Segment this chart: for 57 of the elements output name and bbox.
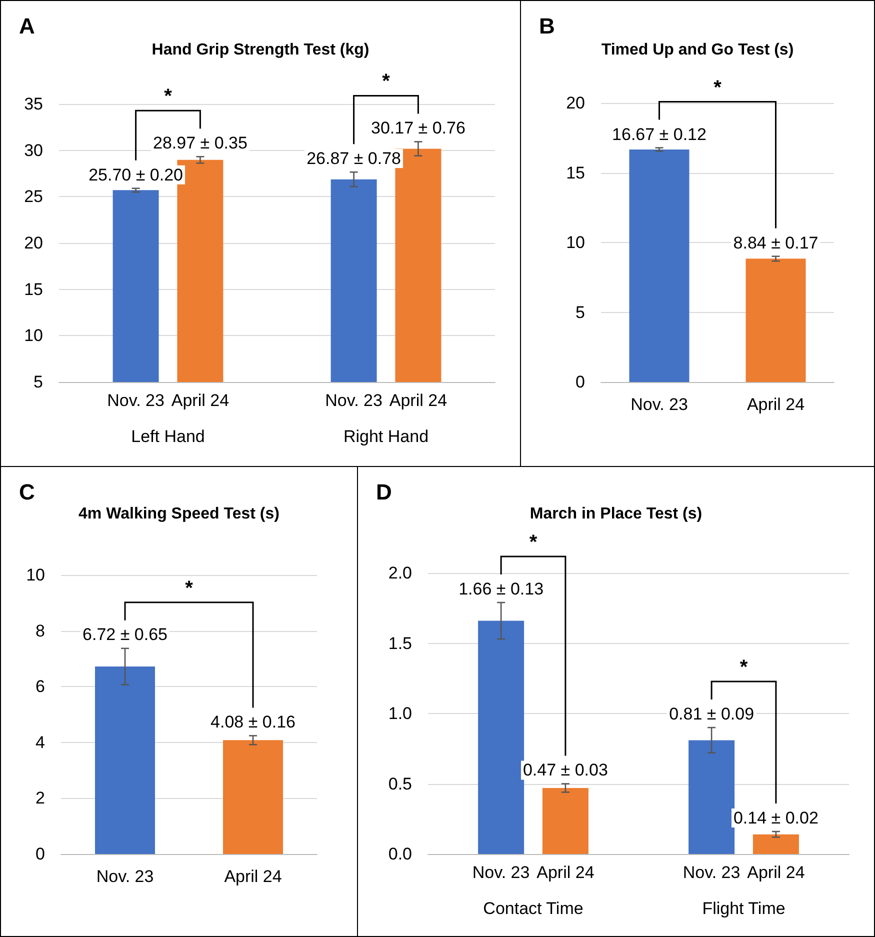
y-tick-label: 30 <box>24 140 43 160</box>
bar <box>688 740 735 854</box>
text: C <box>19 480 35 504</box>
data-label: 4.08 ± 0.16 <box>210 712 296 732</box>
y-tick-label: 2.0 <box>388 564 412 582</box>
bar <box>542 788 588 854</box>
bar <box>478 620 524 854</box>
text: * <box>382 70 390 93</box>
y-tick-label: 2 <box>36 788 45 808</box>
y-tick-label: 0 <box>36 844 45 864</box>
annotation: * <box>185 577 194 600</box>
y-tick-label: 15 <box>566 163 585 182</box>
y-tick-label: 1.0 <box>388 704 412 723</box>
y-tick-label: 20 <box>24 234 43 252</box>
y-tick-label: 4 <box>36 732 45 752</box>
data-label: 28.97 ± 0.35 <box>152 134 248 153</box>
chart-title: 4m Walking Speed Test (s) <box>78 506 280 522</box>
data-label: 16.67 ± 0.12 <box>612 124 706 144</box>
text: D <box>376 480 392 504</box>
chart-title: March in Place Test (s) <box>530 506 702 522</box>
y-tick-label: 10 <box>566 233 585 252</box>
data-label: 26.87 ± 0.78 <box>306 149 402 168</box>
x-tick-label: Left Hand <box>131 427 205 446</box>
text: B <box>539 14 555 38</box>
data-label: 0.81 ± 0.09 <box>669 704 754 724</box>
data-label: 0.47 ± 0.03 <box>522 760 608 780</box>
data-label: 0.14 ± 0.02 <box>733 808 818 828</box>
data-label: 25.70 ± 0.20 <box>88 165 184 184</box>
y-tick-label: 5 <box>576 302 585 322</box>
y-tick-label: 0.0 <box>388 844 412 864</box>
annotation: * <box>164 86 172 108</box>
text: A <box>19 14 35 38</box>
y-tick-label: 10 <box>26 566 45 584</box>
y-tick-label: 1.5 <box>388 634 412 653</box>
data-label: 30.17 ± 0.76 <box>370 118 466 138</box>
chart-title: Hand Grip Strength Test (kg) <box>152 42 370 58</box>
y-tick-label: 15 <box>24 280 43 299</box>
x-tick-label: Flight Time <box>702 899 786 918</box>
x-tick-label: Contact Time <box>483 899 584 918</box>
y-tick-label: 8 <box>36 621 45 640</box>
y-tick-label: 10 <box>24 326 43 346</box>
text: * <box>529 532 538 554</box>
data-label: 6.72 ± 0.65 <box>82 625 168 644</box>
y-tick-label: 20 <box>566 94 585 112</box>
data-label: 1.66 ± 0.13 <box>458 579 544 598</box>
annotation: * <box>740 656 748 679</box>
y-tick-label: 35 <box>24 94 43 114</box>
chart-title: Timed Up and Go Test (s) <box>601 42 794 58</box>
text: * <box>714 76 722 99</box>
y-tick-label: 6 <box>36 677 45 696</box>
y-tick-label: 0.5 <box>388 774 412 794</box>
y-tick-label: 0 <box>576 372 585 392</box>
data-label: 8.84 ± 0.17 <box>733 233 818 252</box>
y-tick-label: 25 <box>24 187 43 206</box>
bar <box>752 834 799 854</box>
x-tick-label: Right Hand <box>343 427 429 446</box>
y-tick-label: 5 <box>34 372 43 392</box>
